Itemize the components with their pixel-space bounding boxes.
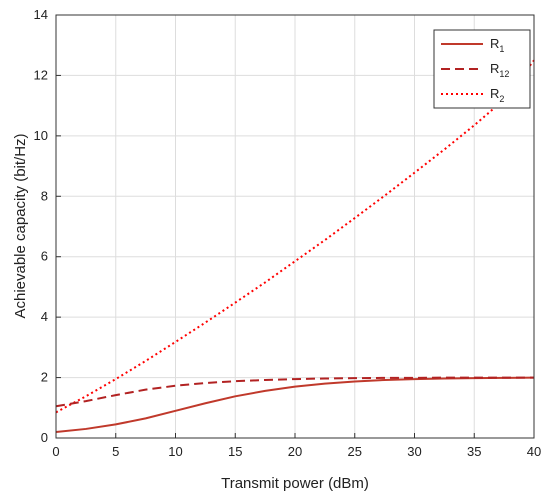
y-tick-label: 12	[34, 67, 48, 82]
x-tick-label: 35	[467, 444, 481, 459]
legend-label-subscript: 2	[499, 94, 504, 104]
series-layer	[55, 59, 535, 433]
legend-label-text: R	[490, 86, 499, 101]
legend-label: R2	[490, 86, 504, 104]
legend-label-subscript: 12	[499, 69, 509, 79]
x-tick-label: 5	[112, 444, 119, 459]
legend-label-text: R	[490, 36, 499, 51]
y-axis-title: Achievable capacity (bit/Hz)	[12, 133, 29, 318]
y-tick-label: 2	[41, 370, 48, 385]
y-tick-label: 4	[41, 309, 48, 324]
y-tick-label: 0	[41, 430, 48, 445]
x-tick-label: 20	[288, 444, 302, 459]
y-tick-label: 6	[41, 249, 48, 264]
y-tick-label: 8	[41, 188, 48, 203]
legend-label-text: R	[490, 61, 499, 76]
series-line-dashed	[55, 376, 534, 408]
x-tick-label: 40	[527, 444, 541, 459]
x-tick-label: 15	[228, 444, 242, 459]
x-tick-label: 10	[168, 444, 182, 459]
x-tick-label: 25	[348, 444, 362, 459]
legend-label: R12	[490, 61, 509, 79]
x-tick-label: 0	[52, 444, 59, 459]
series-line-dotted	[55, 59, 535, 414]
x-axis-title: Transmit power (dBm)	[221, 475, 369, 492]
y-tick-label: 14	[34, 7, 48, 22]
y-tick-label: 10	[34, 128, 48, 143]
x-tick-label: 30	[407, 444, 421, 459]
legend-label: R1	[490, 36, 504, 54]
legend-label-subscript: 1	[499, 44, 504, 54]
